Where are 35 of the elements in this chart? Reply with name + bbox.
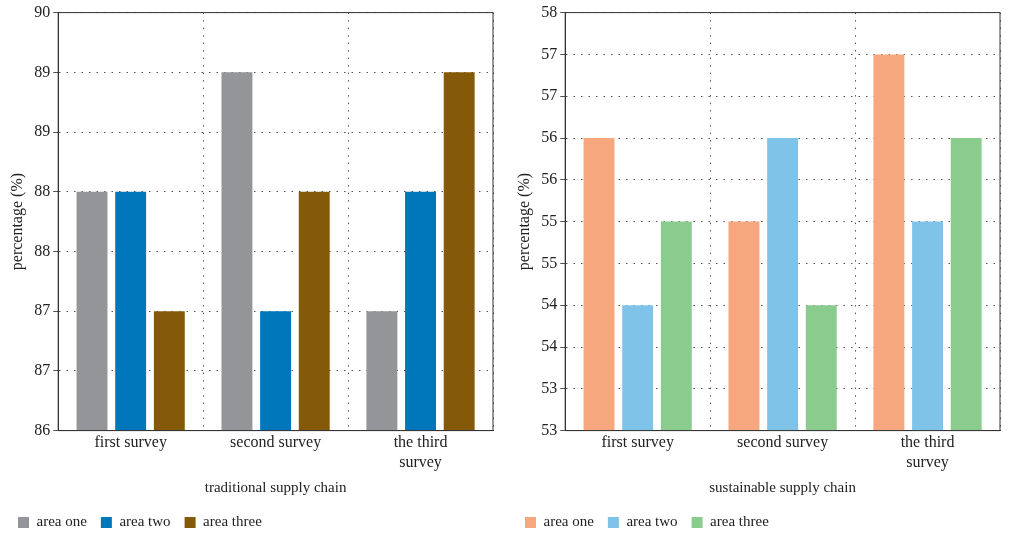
y-tick-label: 55 bbox=[541, 211, 558, 229]
y-tick-label: 90 bbox=[34, 2, 51, 20]
y-axis-title: percentage (%) bbox=[7, 172, 26, 271]
y-tick-label: 56 bbox=[541, 128, 558, 146]
y-tick-label: 54 bbox=[541, 337, 558, 355]
x-tick-label: first survey bbox=[94, 433, 167, 452]
x-tick-label: second survey bbox=[230, 433, 322, 452]
y-tick-label: 54 bbox=[541, 295, 558, 313]
x-tick-label: first survey bbox=[601, 433, 674, 452]
y-tick-label: 89 bbox=[34, 62, 51, 80]
y-tick-label: 56 bbox=[541, 170, 558, 187]
x-axis-title: traditional supply chain bbox=[204, 478, 347, 495]
y-tick-label: 55 bbox=[541, 253, 558, 271]
y-tick-label: 86 bbox=[34, 420, 51, 438]
legend-label: area three bbox=[710, 513, 770, 530]
y-tick-label: 57 bbox=[541, 86, 558, 104]
legend-label: area two bbox=[119, 513, 171, 530]
y-tick-label: 53 bbox=[541, 379, 558, 396]
x-tick-label: second survey bbox=[737, 433, 829, 452]
y-tick-label: 87 bbox=[34, 301, 51, 319]
x-axis-title: sustainable supply chain bbox=[709, 478, 857, 495]
legend-label: area one bbox=[543, 513, 595, 530]
y-tick-label: 53 bbox=[541, 420, 558, 438]
y-axis-title: percentage (%) bbox=[514, 172, 533, 271]
y-tick-label: 58 bbox=[541, 2, 558, 20]
y-tick-label: 88 bbox=[34, 241, 51, 259]
legend-label: area one bbox=[36, 513, 88, 530]
y-tick-label: 89 bbox=[34, 122, 51, 140]
y-tick-label: 87 bbox=[34, 361, 51, 379]
x-tick-label: the third survey bbox=[900, 433, 955, 471]
legend-label: area three bbox=[203, 513, 263, 530]
y-tick-label: 88 bbox=[34, 181, 51, 199]
y-tick-label: 57 bbox=[541, 44, 558, 62]
legend-label: area two bbox=[626, 513, 678, 530]
x-tick-label: the third survey bbox=[393, 433, 448, 471]
